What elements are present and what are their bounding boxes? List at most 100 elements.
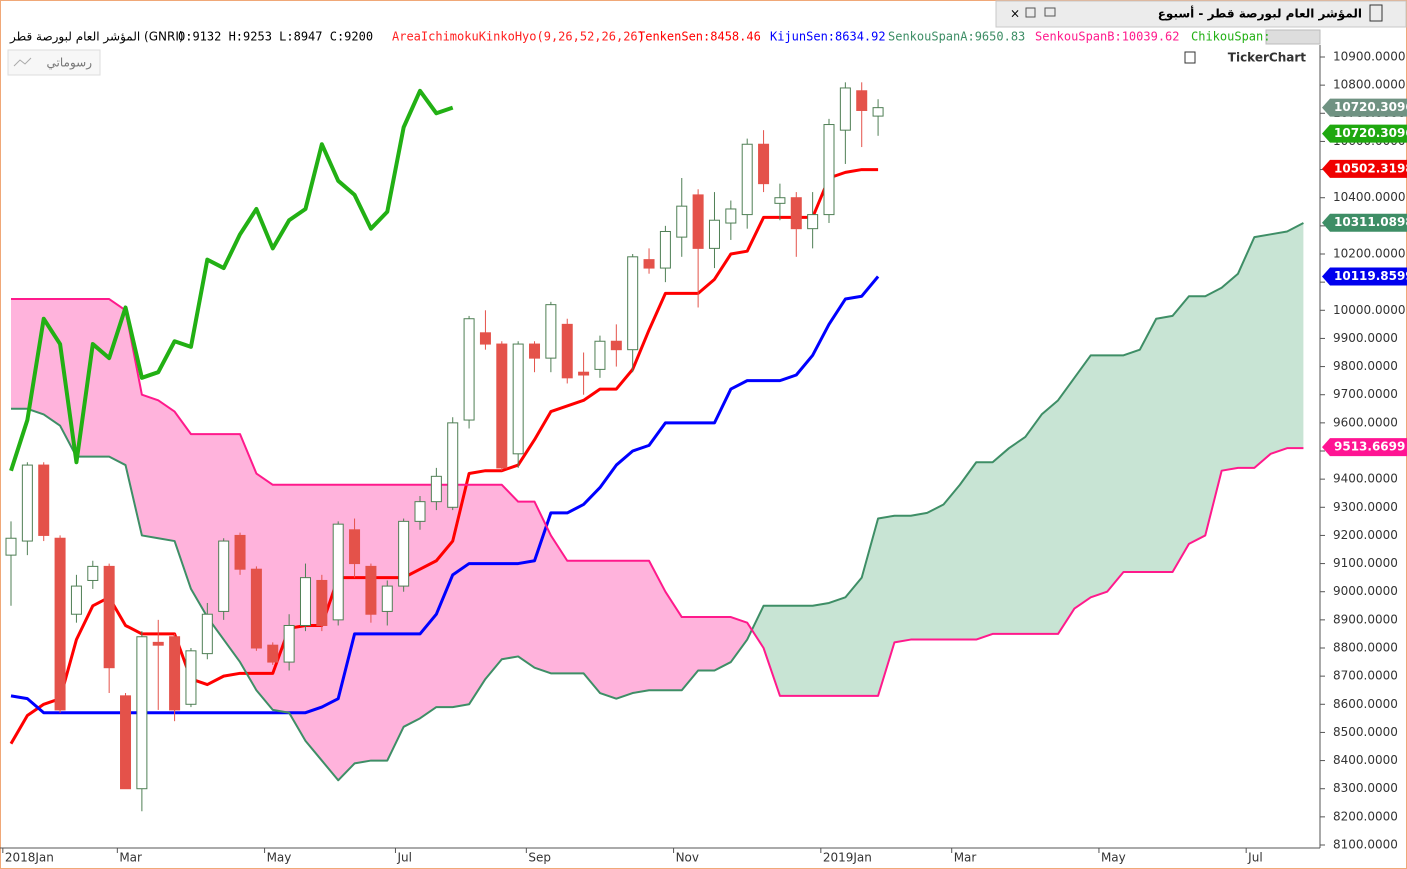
- price-box: 10119.8599: [1322, 267, 1407, 286]
- y-tick-label: 9700.0000: [1333, 387, 1398, 401]
- candle-body: [774, 197, 786, 204]
- series-line: [11, 222, 1304, 782]
- candle-body: [430, 475, 442, 503]
- y-tick-label: 8300.0000: [1333, 781, 1398, 795]
- y-tick-label: 8100.0000: [1333, 838, 1398, 852]
- candle-body: [250, 568, 262, 649]
- y-tick-label: 8400.0000: [1333, 753, 1398, 767]
- x-tick-label: Nov: [676, 851, 699, 865]
- x-tick-label: May: [1101, 851, 1126, 865]
- candle-body: [545, 304, 557, 359]
- symbol-name: المؤشر العام لبورصة قطر (GNRI): [9, 30, 184, 45]
- candle-body: [299, 577, 311, 626]
- legend-entry: KijunSen:8634.92: [770, 30, 886, 44]
- ohlc-info: O:9132 H:9253 L:8947 C:9200: [178, 30, 373, 44]
- candle-body: [790, 197, 802, 230]
- candle-body: [578, 371, 590, 376]
- window-title: المؤشر العام لبورصة قطر - أسبوع: [1158, 6, 1362, 22]
- candle-body: [758, 143, 770, 185]
- candle-body: [201, 613, 213, 655]
- y-tick-label: 9100.0000: [1333, 556, 1398, 570]
- detach-button[interactable]: [1044, 7, 1056, 17]
- plot-area: [5, 82, 1304, 812]
- candle-body: [70, 585, 82, 615]
- close-button[interactable]: ×: [1010, 7, 1020, 21]
- legend-controls[interactable]: [1265, 29, 1321, 45]
- price-box-label: 10311.0898: [1334, 215, 1407, 229]
- legend-entry: ChikouSpan:: [1191, 30, 1270, 44]
- y-tick-label: 10200.0000: [1333, 247, 1406, 261]
- y-tick-label: 8200.0000: [1333, 809, 1398, 823]
- candle-body: [136, 636, 148, 790]
- x-tick-label: Jul: [1247, 851, 1262, 865]
- candle-body: [807, 214, 819, 230]
- candle-body: [365, 565, 377, 615]
- y-tick-label: 10800.0000: [1333, 78, 1406, 92]
- series-line: [9, 88, 454, 472]
- y-tick-label: 10900.0000: [1333, 50, 1406, 64]
- candle-body: [610, 340, 622, 351]
- series-line: [9, 168, 879, 745]
- candle-body: [152, 641, 164, 646]
- price-box-label: 10502.3198: [1334, 161, 1407, 175]
- candle-body: [512, 343, 524, 455]
- candle-body: [659, 230, 671, 269]
- candle-body: [381, 585, 393, 612]
- candle-body: [414, 501, 426, 522]
- candle-body: [529, 343, 541, 359]
- candle-body: [332, 523, 344, 621]
- x-tick-label: 2019Jan: [823, 851, 872, 865]
- candle-body: [5, 537, 17, 556]
- candle-body: [856, 90, 868, 111]
- candle-body: [267, 644, 279, 663]
- candle-body: [561, 323, 573, 379]
- candle-body: [54, 537, 66, 711]
- drawings-icon: [13, 57, 32, 67]
- y-tick-label: 9300.0000: [1333, 500, 1398, 514]
- x-tick-label: Jul: [396, 851, 411, 865]
- price-box-shape: [1322, 213, 1407, 232]
- candle-body: [38, 464, 50, 536]
- x-tick-label: May: [267, 851, 292, 865]
- price-box-shape: [1322, 267, 1407, 286]
- price-box: 10720.3096: [1322, 124, 1407, 143]
- y-tick-label: 8700.0000: [1333, 669, 1398, 683]
- candle-body: [185, 650, 197, 705]
- candle-body: [103, 565, 115, 669]
- window-icon: [1369, 4, 1383, 22]
- y-tick-label: 8900.0000: [1333, 612, 1398, 626]
- price-box: 10311.0898: [1322, 213, 1407, 232]
- series-line: [10, 275, 880, 715]
- candle-body: [725, 208, 737, 224]
- price-box-shape: [1322, 438, 1407, 457]
- price-box-shape: [1322, 98, 1407, 117]
- candle-body: [708, 219, 720, 249]
- candle-body: [234, 534, 246, 570]
- logo: TickerChart: [1228, 51, 1306, 65]
- candle-body: [120, 695, 132, 790]
- x-tick-label: Mar: [954, 851, 977, 865]
- restore-button[interactable]: [1025, 7, 1036, 18]
- candle-body: [692, 194, 704, 249]
- y-tick-label: 10400.0000: [1333, 190, 1406, 204]
- drawings-button[interactable]: رسوماتي: [47, 56, 93, 71]
- price-box-label: 10119.8599: [1334, 269, 1407, 283]
- y-tick-label: 8600.0000: [1333, 697, 1398, 711]
- candle-body: [823, 124, 835, 216]
- y-tick-label: 9600.0000: [1333, 415, 1398, 429]
- y-tick-label: 9800.0000: [1333, 359, 1398, 373]
- title-bar: [995, 0, 1407, 28]
- candle-body: [479, 332, 491, 345]
- logo-icon: [1184, 51, 1196, 64]
- candle-body: [594, 340, 606, 370]
- candle-body: [283, 624, 295, 663]
- candle-body: [872, 107, 884, 117]
- price-box-shape: [1322, 159, 1407, 178]
- series-line: [11, 298, 1304, 697]
- price-box-label: 10720.3096: [1334, 100, 1407, 114]
- cloud-bear: [11, 223, 1304, 781]
- candle-body: [496, 343, 508, 469]
- x-tick-label: Mar: [119, 851, 142, 865]
- legend-entry: SenkouSpanA:9650.83: [888, 30, 1025, 44]
